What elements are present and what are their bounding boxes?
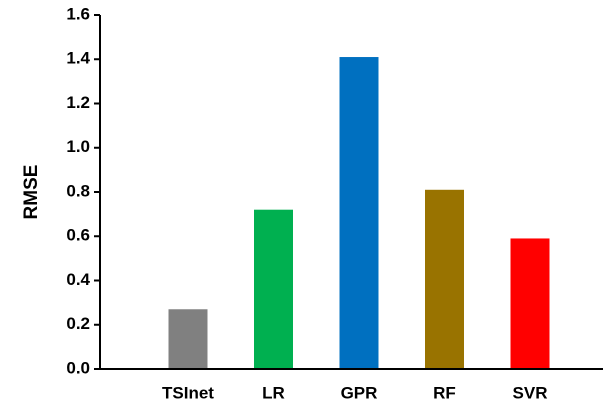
x-tick-label-tsinet: TSInet (162, 383, 214, 402)
bar-rf (425, 189, 464, 369)
y-axis-title: RMSE (21, 165, 42, 220)
bars-layer (168, 57, 550, 369)
x-tick-labels: TSInet LR GPR RF SVR (162, 383, 547, 402)
x-tick-label-rf: RF (433, 383, 456, 402)
bar-gpr (339, 57, 379, 369)
y-tick-label: 0.2 (66, 314, 90, 333)
y-tick-label: 1.0 (66, 137, 90, 156)
x-tick-label-lr: LR (262, 383, 285, 402)
y-tick-label: 0.0 (66, 358, 90, 377)
y-tick-label: 0.4 (66, 270, 90, 289)
x-tick-label-svr: SVR (513, 383, 548, 402)
bar-tsinet (168, 309, 208, 369)
x-tick-label-gpr: GPR (341, 383, 378, 402)
y-ticks: 0.0 0.2 0.4 0.6 0.8 1.0 1.2 1.4 1.6 (66, 4, 100, 377)
bar-svr (510, 238, 550, 369)
y-tick-label: 0.6 (66, 226, 90, 245)
y-tick-label: 1.4 (66, 49, 90, 68)
y-tick-label: 1.6 (66, 4, 90, 23)
y-tick-label: 0.8 (66, 181, 90, 200)
y-tick-label: 1.2 (66, 93, 90, 112)
bar-lr (254, 209, 293, 369)
